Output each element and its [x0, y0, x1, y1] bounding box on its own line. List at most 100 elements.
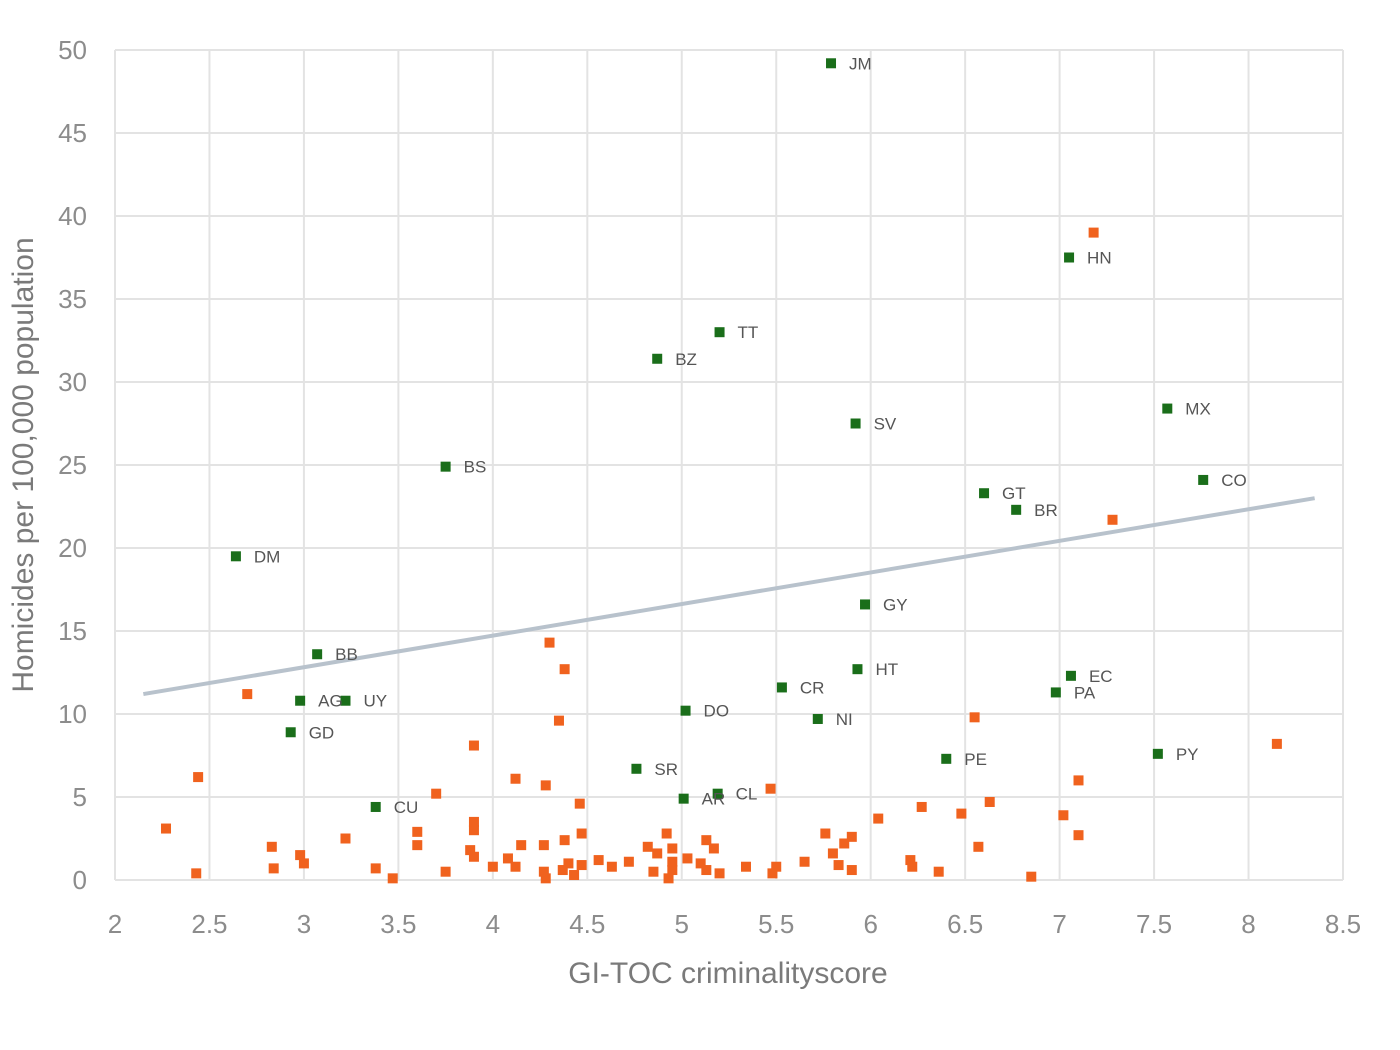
data-point	[1271, 738, 1282, 749]
data-point	[812, 713, 823, 724]
data-point	[701, 835, 712, 846]
point-label: AG	[318, 692, 343, 711]
data-point	[1026, 871, 1037, 882]
data-point	[714, 327, 725, 338]
y-tick-label: 35	[58, 284, 87, 314]
data-point	[593, 855, 604, 866]
point-label: DO	[704, 702, 730, 721]
point-label: GT	[1002, 484, 1026, 503]
data-point	[440, 866, 451, 877]
data-point	[973, 841, 984, 852]
point-label: BR	[1034, 501, 1058, 520]
x-tick-label: 8	[1241, 909, 1255, 939]
data-point	[1064, 252, 1075, 263]
data-point	[623, 856, 634, 867]
data-point	[516, 840, 527, 851]
data-point	[907, 861, 918, 872]
data-point	[667, 865, 678, 876]
point-label: TT	[738, 323, 759, 342]
data-point	[852, 664, 863, 675]
point-label: SR	[654, 760, 678, 779]
data-point	[440, 461, 451, 472]
data-point	[370, 863, 381, 874]
point-label: CL	[736, 785, 758, 804]
y-tick-label: 50	[58, 35, 87, 65]
data-point	[846, 865, 857, 876]
y-tick-label: 30	[58, 367, 87, 397]
data-point	[956, 808, 967, 819]
data-point	[502, 853, 513, 864]
data-point	[540, 873, 551, 884]
data-point	[695, 858, 706, 869]
point-label: UY	[363, 692, 387, 711]
x-tick-label: 5.5	[758, 909, 794, 939]
data-point	[826, 58, 837, 69]
point-label: BS	[464, 458, 487, 477]
data-point	[553, 715, 564, 726]
x-tick-label: 4	[486, 909, 500, 939]
data-point	[266, 841, 277, 852]
data-point	[799, 856, 810, 867]
point-label: BZ	[675, 350, 697, 369]
x-tick-label: 2	[108, 909, 122, 939]
x-tick-label: 3	[297, 909, 311, 939]
data-point	[765, 783, 776, 794]
data-point	[242, 689, 253, 700]
data-point	[827, 848, 838, 859]
point-label: EC	[1089, 667, 1113, 686]
y-axis-ticks: 0 5 10 15 20 25 30 35 40 45 50	[58, 35, 87, 895]
data-point	[544, 637, 555, 648]
data-point	[714, 868, 725, 879]
point-label: HN	[1087, 249, 1112, 268]
data-point	[682, 853, 693, 864]
y-tick-label: 45	[58, 118, 87, 148]
data-point	[559, 664, 570, 675]
point-labels: JM HN TT BZ MX SV BS CO GT BR DM GY BB HT EC CR PA AG UY DO…	[254, 54, 1247, 817]
point-label: AR	[702, 790, 726, 809]
point-label: CR	[800, 678, 825, 697]
data-point	[820, 828, 831, 839]
data-point	[767, 868, 778, 879]
point-label: PY	[1176, 745, 1199, 764]
point-label: DM	[254, 547, 280, 566]
point-label: PA	[1074, 683, 1096, 702]
data-point	[510, 861, 521, 872]
point-label: MX	[1185, 400, 1211, 419]
x-axis-title: GI-TOC criminalityscore	[568, 957, 887, 990]
data-point	[370, 801, 381, 812]
data-point	[652, 848, 663, 859]
data-point	[412, 826, 423, 837]
data-point	[741, 861, 752, 872]
data-point	[193, 772, 204, 783]
data-point	[776, 682, 787, 693]
data-point	[771, 861, 782, 872]
point-label: CO	[1221, 471, 1247, 490]
data-point	[606, 861, 617, 872]
data-point	[538, 866, 549, 877]
data-point	[1107, 514, 1118, 525]
data-point	[873, 813, 884, 824]
data-point	[412, 840, 423, 851]
x-tick-label: 5	[675, 909, 689, 939]
data-point	[468, 740, 479, 751]
data-point	[569, 870, 580, 881]
data-point	[667, 856, 678, 867]
x-tick-label: 3.5	[380, 909, 416, 939]
data-point	[295, 850, 306, 861]
data-point	[340, 833, 351, 844]
data-point	[1198, 474, 1209, 485]
data-point	[1073, 830, 1084, 841]
data-point	[661, 828, 672, 839]
data-point	[285, 727, 296, 738]
data-point	[576, 828, 587, 839]
point-label: CU	[394, 798, 419, 817]
data-point	[387, 873, 398, 884]
data-point	[465, 845, 476, 856]
data-point	[905, 855, 916, 866]
y-tick-label: 5	[73, 782, 87, 812]
point-label: GD	[309, 723, 335, 742]
data-point	[712, 788, 723, 799]
point-label: GY	[883, 595, 908, 614]
data-series	[161, 58, 1282, 884]
data-point	[678, 793, 689, 804]
